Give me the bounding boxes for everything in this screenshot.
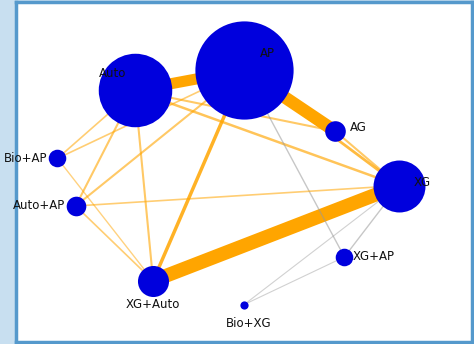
Point xyxy=(331,128,339,134)
Text: AG: AG xyxy=(350,121,366,134)
Point xyxy=(149,278,157,283)
Text: Auto+AP: Auto+AP xyxy=(13,200,65,213)
Point xyxy=(54,155,61,161)
Point xyxy=(240,67,248,73)
Text: Bio+AP: Bio+AP xyxy=(4,152,47,165)
Text: XG: XG xyxy=(413,176,430,189)
Point xyxy=(395,183,403,189)
Text: XG+Auto: XG+Auto xyxy=(126,298,180,311)
Text: Auto: Auto xyxy=(99,67,126,80)
Point xyxy=(72,203,80,209)
Point xyxy=(341,254,348,260)
Text: XG+AP: XG+AP xyxy=(353,250,395,264)
Point xyxy=(240,302,248,307)
Point xyxy=(131,88,139,93)
Text: Bio+XG: Bio+XG xyxy=(226,317,272,330)
Text: AP: AP xyxy=(259,46,274,60)
